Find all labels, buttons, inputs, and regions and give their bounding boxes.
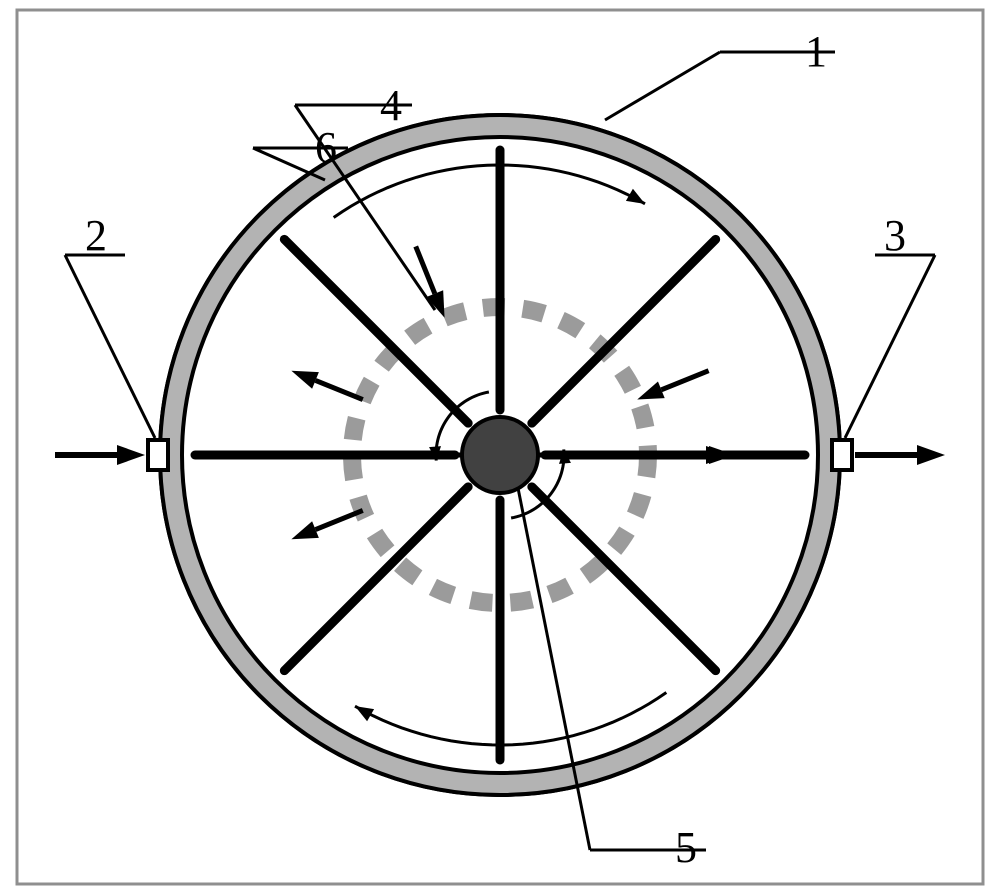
callout-label-5: 5 bbox=[675, 823, 697, 872]
callout-label-3: 3 bbox=[884, 211, 906, 260]
callout-1: 1 bbox=[605, 27, 835, 120]
callout-label-4: 4 bbox=[380, 81, 402, 130]
inlet-port bbox=[148, 440, 168, 470]
outlet-port bbox=[832, 440, 852, 470]
callout-label-2: 2 bbox=[85, 211, 107, 260]
hub bbox=[462, 417, 538, 493]
callout-2: 2 bbox=[65, 211, 155, 438]
callout-6: 6 bbox=[253, 123, 348, 180]
callout-label-6: 6 bbox=[315, 123, 337, 172]
callout-label-1: 1 bbox=[805, 27, 827, 76]
callout-3: 3 bbox=[845, 211, 935, 438]
